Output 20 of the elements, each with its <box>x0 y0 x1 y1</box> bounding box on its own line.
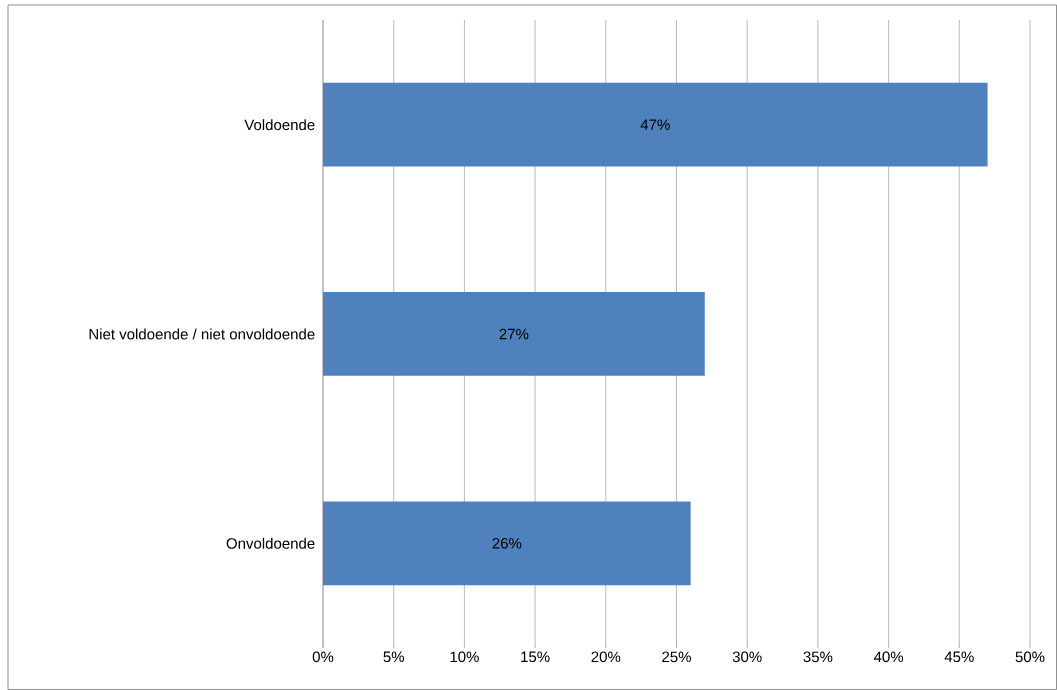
y-tick-label: Niet voldoende / niet onvoldoende <box>89 328 315 340</box>
x-tick-label: 35% <box>803 651 833 663</box>
y-tick-label: Voldoende <box>244 119 315 131</box>
x-tick-label: 0% <box>312 651 334 663</box>
data-label: 26% <box>492 538 522 549</box>
x-tick-label: 30% <box>732 651 762 663</box>
data-label: 27% <box>499 328 529 340</box>
bar <box>323 501 691 586</box>
bar <box>323 82 988 167</box>
x-tick-label: 10% <box>450 651 479 663</box>
x-tick-label: 20% <box>591 651 621 663</box>
y-tick-label: Onvoldoende <box>226 537 315 549</box>
bar <box>323 292 705 376</box>
x-tick-label: 25% <box>662 651 691 663</box>
x-tick-label: 50% <box>1015 651 1045 663</box>
x-tick-label: 15% <box>521 651 550 663</box>
x-tick-label: 45% <box>944 651 974 663</box>
x-tick-label: 5% <box>383 651 404 663</box>
data-label: 47% <box>640 119 670 130</box>
x-tick-label: 40% <box>873 651 904 663</box>
